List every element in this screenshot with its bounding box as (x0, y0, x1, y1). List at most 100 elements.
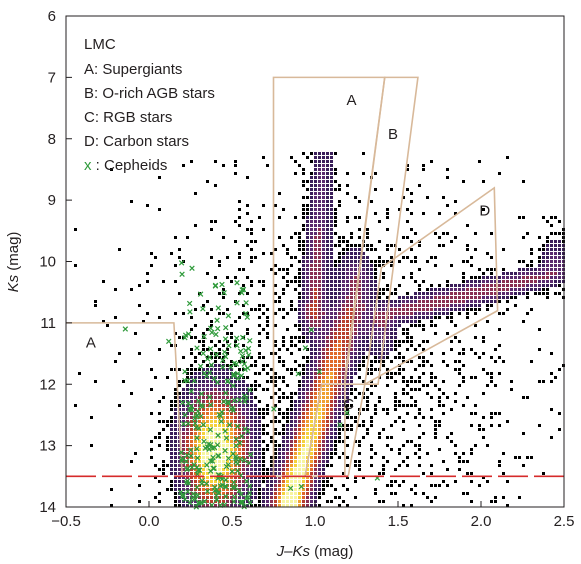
density-cell (110, 168, 113, 171)
density-cell (314, 444, 317, 447)
density-cell (338, 276, 341, 279)
density-cell (390, 348, 393, 351)
density-cell (290, 408, 293, 411)
density-cell (326, 332, 329, 335)
density-cell (334, 172, 337, 175)
density-cell (418, 316, 421, 319)
density-cell (202, 332, 205, 335)
density-cell (322, 440, 325, 443)
density-cell (542, 216, 545, 219)
density-cell (298, 300, 301, 303)
density-cell (218, 364, 221, 367)
density-cell (222, 408, 225, 411)
density-cell (318, 152, 321, 155)
density-cell (310, 492, 313, 495)
density-cell (322, 452, 325, 455)
density-cell (114, 360, 117, 363)
density-cell (490, 376, 493, 379)
density-cell (374, 276, 377, 279)
density-cell (322, 444, 325, 447)
density-cell (318, 176, 321, 179)
density-cell (290, 336, 293, 339)
density-cell (250, 412, 253, 415)
cepheid-marker (225, 313, 232, 319)
density-cell (274, 340, 277, 343)
density-cell (298, 440, 301, 443)
density-cell (182, 444, 185, 447)
density-cell (310, 384, 313, 387)
density-cell (222, 380, 225, 383)
cepheid-marker (247, 387, 253, 393)
density-cell (218, 352, 221, 355)
density-cell (230, 468, 233, 471)
density-cell (438, 296, 441, 299)
density-cell (314, 328, 317, 331)
density-cell (286, 444, 289, 447)
density-cell (318, 236, 321, 239)
density-cell (302, 272, 305, 275)
density-cell (310, 312, 313, 315)
density-cell (322, 208, 325, 211)
density-cell (250, 432, 253, 435)
density-cell (242, 480, 245, 483)
density-cell (310, 496, 313, 499)
density-cell (494, 276, 497, 279)
density-cell (206, 384, 209, 387)
density-cell (554, 264, 557, 267)
density-cell (506, 480, 509, 483)
density-cell (302, 468, 305, 471)
density-cell (362, 260, 365, 263)
density-cell (414, 444, 417, 447)
density-cell (238, 268, 241, 271)
density-cell (306, 264, 309, 267)
density-cell (170, 468, 173, 471)
density-cell (550, 216, 553, 219)
density-cell (302, 152, 305, 155)
density-cell (414, 368, 417, 371)
density-cell (310, 340, 313, 343)
cepheid-marker (222, 336, 229, 342)
density-cell (298, 400, 301, 403)
density-cell (290, 400, 293, 403)
density-cell (170, 456, 173, 459)
density-cell (554, 256, 557, 259)
cepheid-marker (241, 393, 248, 399)
density-cell (314, 432, 317, 435)
density-cell (302, 392, 305, 395)
density-cell (378, 256, 381, 259)
density-cell (550, 284, 553, 287)
density-cell (370, 316, 373, 319)
density-cell (238, 396, 241, 399)
density-cell (314, 448, 317, 451)
density-cell (198, 432, 201, 435)
density-cell (538, 280, 541, 283)
density-cell (154, 464, 157, 467)
density-cell (318, 408, 321, 411)
density-cell (366, 404, 369, 407)
density-cell (318, 360, 321, 363)
density-cell (418, 292, 421, 295)
density-cell (94, 300, 97, 303)
density-cell (322, 384, 325, 387)
density-cell (198, 456, 201, 459)
density-cell (282, 416, 285, 419)
density-cell (454, 480, 457, 483)
density-cell (458, 360, 461, 363)
density-cell (166, 436, 169, 439)
density-cell (190, 400, 193, 403)
density-cell (354, 324, 357, 327)
density-cell (262, 424, 265, 427)
density-cell (94, 304, 97, 307)
density-cell (182, 440, 185, 443)
density-cell (170, 488, 173, 491)
density-cell (482, 292, 485, 295)
density-cell (198, 436, 201, 439)
density-cell (450, 292, 453, 295)
density-cell (186, 392, 189, 395)
density-cell (550, 380, 553, 383)
density-cell (302, 408, 305, 411)
density-cell (322, 456, 325, 459)
cepheid-marker (247, 451, 254, 458)
density-cell (466, 312, 469, 315)
density-cell (182, 448, 185, 451)
